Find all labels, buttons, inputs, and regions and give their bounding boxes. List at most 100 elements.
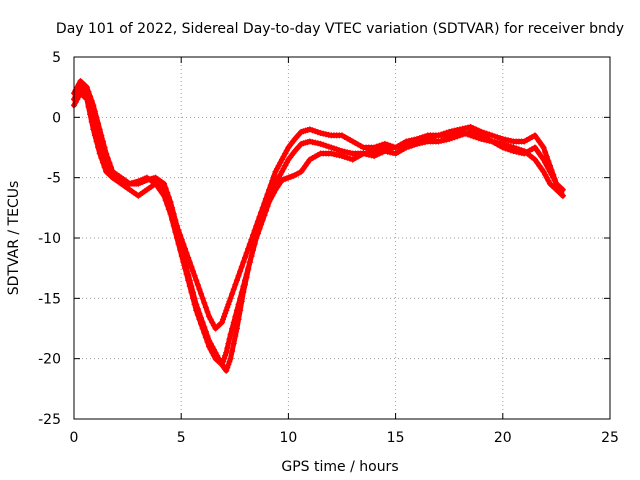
y-tick-label: -5 (47, 171, 61, 187)
data-point (341, 153, 348, 160)
data-point (483, 137, 490, 144)
data-point (277, 159, 284, 166)
data-point (162, 185, 169, 192)
data-point (275, 162, 282, 169)
data-point (194, 305, 201, 312)
data-point (470, 133, 477, 140)
data-point (424, 136, 431, 143)
data-point (534, 135, 541, 142)
data-point (336, 152, 343, 159)
data-point (204, 308, 211, 315)
data-point (546, 168, 553, 175)
data-point (502, 136, 509, 143)
data-point (165, 194, 172, 201)
data-point (91, 132, 98, 139)
x-tick-label: 10 (279, 430, 297, 446)
data-point (266, 198, 273, 205)
data-point (392, 144, 399, 151)
data-point (464, 124, 471, 131)
x-tick-label: 5 (177, 430, 186, 446)
data-point (328, 144, 335, 151)
data-point (395, 143, 402, 150)
data-point (201, 323, 208, 330)
data-point (172, 216, 179, 223)
data-point (152, 180, 159, 187)
data-point (215, 355, 222, 362)
data-point (154, 183, 161, 190)
data-point (232, 281, 239, 288)
data-point (169, 204, 176, 211)
x-tick-label: 0 (70, 430, 79, 446)
data-point (531, 144, 538, 151)
data-point (230, 286, 237, 293)
data-point (419, 137, 426, 144)
data-point (275, 174, 282, 181)
data-point (438, 137, 445, 144)
data-point (235, 316, 242, 323)
data-point (251, 241, 258, 248)
data-point (515, 146, 522, 153)
data-point (95, 144, 102, 151)
data-point (344, 154, 351, 161)
data-point (277, 171, 284, 178)
data-point (183, 265, 190, 272)
data-point (317, 140, 324, 147)
data-point (344, 149, 351, 156)
data-point (491, 133, 498, 140)
data-point (448, 131, 455, 138)
data-point (333, 146, 340, 153)
data-point (545, 177, 552, 184)
data-point (416, 137, 423, 144)
data-point (229, 290, 236, 297)
data-point (217, 358, 224, 365)
chart-title: Day 101 of 2022, Sidereal Day-to-day VTE… (56, 21, 624, 37)
data-point (210, 346, 217, 353)
data-point (548, 171, 555, 178)
data-point (543, 162, 550, 169)
data-point (462, 125, 469, 132)
data-point (233, 277, 240, 284)
data-point (90, 126, 97, 133)
data-point (241, 281, 248, 288)
data-point (229, 348, 236, 355)
data-point (243, 250, 250, 257)
data-point (235, 272, 242, 279)
data-point (427, 135, 434, 142)
data-point (322, 142, 329, 149)
data-point (486, 131, 493, 138)
data-point (193, 301, 200, 308)
data-point (87, 111, 94, 118)
y-tick-label: -10 (38, 231, 61, 247)
data-point (540, 156, 547, 163)
data-point (538, 165, 545, 172)
data-point (330, 151, 337, 158)
data-point (309, 139, 316, 146)
data-point (221, 355, 228, 362)
data-point (320, 141, 327, 148)
data-point (325, 131, 332, 138)
data-point (435, 138, 442, 145)
grid (74, 57, 610, 419)
data-point (534, 159, 541, 166)
data-point (227, 331, 234, 338)
data-point (282, 162, 289, 169)
data-point (451, 130, 458, 137)
data-point (320, 130, 327, 137)
data-point (347, 149, 354, 156)
data-point (507, 143, 514, 150)
data-point (278, 168, 285, 175)
data-point (317, 130, 324, 137)
data-point (88, 118, 95, 125)
data-point (196, 310, 203, 317)
data-point (83, 96, 90, 103)
data-point (510, 144, 517, 151)
data-point (336, 147, 343, 154)
data-point (467, 132, 474, 139)
data-point (283, 147, 290, 154)
data-point (543, 174, 550, 181)
data-point (233, 325, 240, 332)
data-point (248, 253, 255, 260)
data-point (224, 364, 231, 371)
data-point (536, 162, 543, 169)
data-point (225, 301, 232, 308)
